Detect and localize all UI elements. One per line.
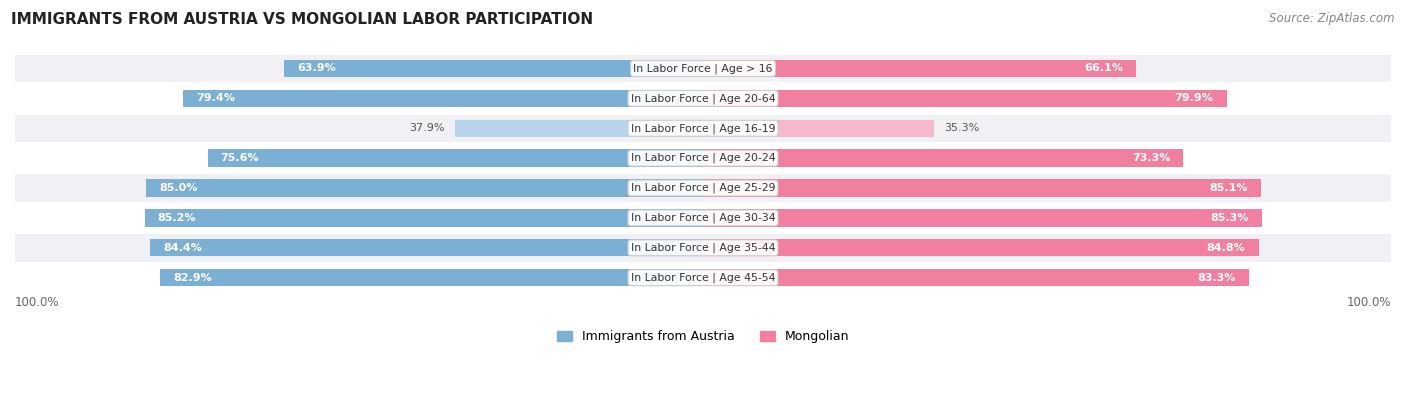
Bar [454, 120, 703, 137]
Text: 84.4%: 84.4% [163, 243, 202, 253]
Text: 79.4%: 79.4% [195, 93, 235, 103]
Text: 84.8%: 84.8% [1206, 243, 1246, 253]
Text: 83.3%: 83.3% [1198, 273, 1236, 283]
Bar [145, 209, 703, 227]
Bar [703, 90, 1226, 107]
Bar [703, 239, 1258, 256]
Bar [15, 234, 1391, 261]
Text: 35.3%: 35.3% [943, 123, 980, 133]
Text: In Labor Force | Age 35-44: In Labor Force | Age 35-44 [631, 243, 775, 253]
Text: In Labor Force | Age > 16: In Labor Force | Age > 16 [633, 63, 773, 74]
Bar [183, 90, 703, 107]
Bar [208, 149, 703, 167]
Text: In Labor Force | Age 25-29: In Labor Force | Age 25-29 [631, 183, 775, 193]
Text: In Labor Force | Age 30-34: In Labor Force | Age 30-34 [631, 213, 775, 223]
Bar [703, 179, 1261, 197]
Bar [15, 55, 1391, 82]
Text: In Labor Force | Age 20-64: In Labor Force | Age 20-64 [631, 93, 775, 103]
Text: 37.9%: 37.9% [409, 123, 444, 133]
Text: 79.9%: 79.9% [1174, 93, 1213, 103]
Text: 66.1%: 66.1% [1084, 64, 1123, 73]
Text: 85.1%: 85.1% [1209, 183, 1247, 193]
Text: 85.0%: 85.0% [159, 183, 197, 193]
Text: Source: ZipAtlas.com: Source: ZipAtlas.com [1270, 12, 1395, 25]
Text: 85.2%: 85.2% [157, 213, 197, 223]
Text: In Labor Force | Age 16-19: In Labor Force | Age 16-19 [631, 123, 775, 134]
Bar [15, 85, 1391, 112]
Bar [15, 204, 1391, 232]
Text: 85.3%: 85.3% [1211, 213, 1249, 223]
Bar [15, 115, 1391, 142]
Text: In Labor Force | Age 45-54: In Labor Force | Age 45-54 [631, 273, 775, 283]
Bar [703, 60, 1136, 77]
Text: 73.3%: 73.3% [1132, 153, 1170, 163]
Bar [15, 264, 1391, 292]
Text: IMMIGRANTS FROM AUSTRIA VS MONGOLIAN LABOR PARTICIPATION: IMMIGRANTS FROM AUSTRIA VS MONGOLIAN LAB… [11, 12, 593, 27]
Bar [703, 149, 1184, 167]
Bar [15, 174, 1391, 202]
Bar [150, 239, 703, 256]
Bar [146, 179, 703, 197]
Text: 100.0%: 100.0% [1347, 295, 1391, 308]
Text: 63.9%: 63.9% [298, 64, 336, 73]
Legend: Immigrants from Austria, Mongolian: Immigrants from Austria, Mongolian [557, 330, 849, 343]
Bar [703, 209, 1263, 227]
Bar [284, 60, 703, 77]
Bar [703, 120, 935, 137]
Text: 82.9%: 82.9% [173, 273, 212, 283]
Bar [160, 269, 703, 286]
Text: In Labor Force | Age 20-24: In Labor Force | Age 20-24 [631, 153, 775, 164]
Text: 100.0%: 100.0% [15, 295, 59, 308]
Text: 75.6%: 75.6% [221, 153, 259, 163]
Bar [703, 269, 1249, 286]
Bar [15, 145, 1391, 172]
